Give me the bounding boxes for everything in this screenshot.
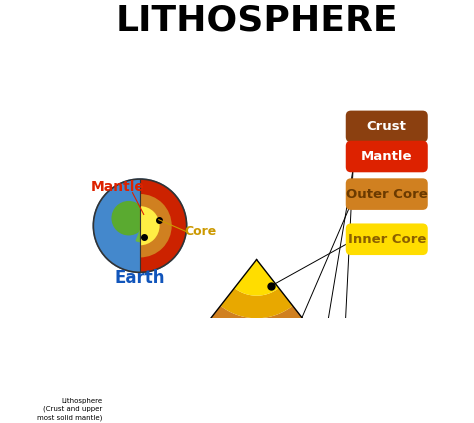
FancyBboxPatch shape <box>346 110 428 142</box>
Text: Mantle: Mantle <box>361 150 412 163</box>
Circle shape <box>112 202 145 235</box>
Polygon shape <box>234 260 279 296</box>
Circle shape <box>93 179 187 272</box>
Text: Core: Core <box>184 225 216 238</box>
Polygon shape <box>192 324 320 363</box>
Polygon shape <box>164 359 349 410</box>
Wedge shape <box>140 206 160 245</box>
FancyBboxPatch shape <box>346 179 428 210</box>
Text: Crust: Crust <box>367 120 407 133</box>
Text: Mantle: Mantle <box>91 180 145 194</box>
Polygon shape <box>136 222 155 244</box>
FancyBboxPatch shape <box>346 223 428 255</box>
Polygon shape <box>142 395 372 423</box>
FancyBboxPatch shape <box>346 141 428 172</box>
Text: Lithosphere
(Crust and upper
most solid mantle): Lithosphere (Crust and upper most solid … <box>37 398 103 421</box>
Polygon shape <box>207 306 307 341</box>
Polygon shape <box>151 378 362 423</box>
Polygon shape <box>122 420 391 423</box>
Text: Outer Core: Outer Core <box>346 188 428 201</box>
Text: LITHOSPHERE: LITHOSPHERE <box>115 4 398 38</box>
Text: Inner Core: Inner Core <box>347 233 426 246</box>
Wedge shape <box>140 194 172 258</box>
Polygon shape <box>137 407 376 423</box>
Polygon shape <box>131 412 382 423</box>
Polygon shape <box>179 341 335 386</box>
Wedge shape <box>140 179 187 272</box>
Text: Earth: Earth <box>115 269 165 287</box>
Polygon shape <box>220 288 293 318</box>
